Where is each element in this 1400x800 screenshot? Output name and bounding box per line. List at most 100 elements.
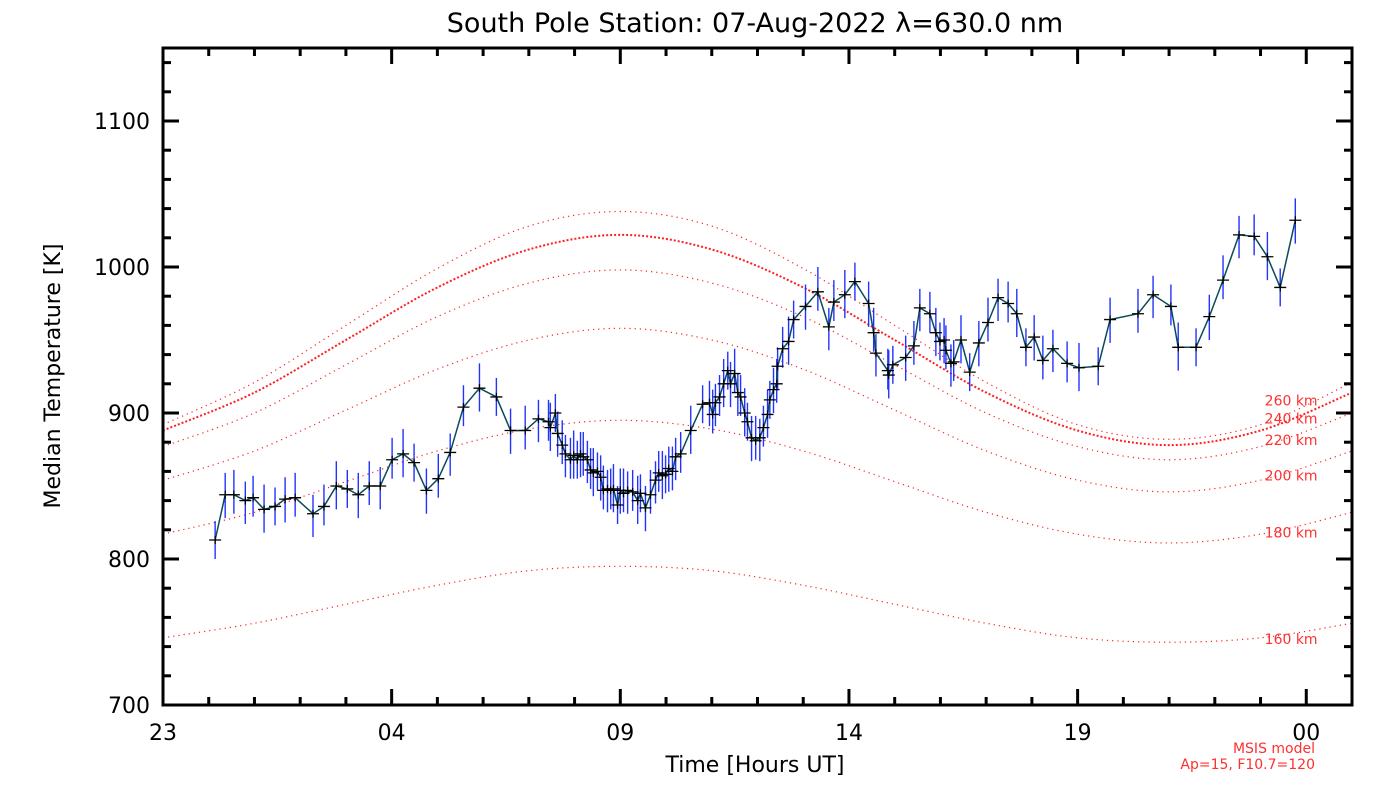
msis-curve-200-km (162, 327, 1353, 493)
data-point (713, 392, 726, 401)
data-point (767, 385, 780, 394)
data-point (955, 336, 968, 344)
data-point (649, 476, 662, 485)
data-point (1019, 343, 1032, 352)
data-point (734, 392, 747, 401)
data-point (239, 496, 252, 505)
data-point (757, 423, 770, 432)
data-point (397, 449, 410, 458)
altitude-label: 220 km (1265, 433, 1318, 449)
data-point (289, 493, 302, 502)
msis-curve-240-km (162, 233, 1353, 447)
data-point (626, 487, 639, 496)
data-point (504, 426, 517, 435)
data-point (1046, 344, 1059, 353)
data-point (939, 346, 952, 355)
altitude-label: 160 km (1265, 632, 1318, 648)
data-point (386, 455, 399, 464)
data-point (1002, 299, 1015, 308)
y-tick-label: 800 (108, 548, 150, 573)
data-point (420, 486, 433, 495)
msis-parameters-note: Ap=15, F10.7=120 (1180, 757, 1315, 773)
data-point (944, 359, 957, 368)
x-tick-label: 23 (149, 721, 177, 746)
data-point (567, 451, 580, 460)
data-point (731, 388, 744, 397)
data-point (1131, 309, 1144, 318)
data-point (209, 536, 222, 545)
data-point (490, 392, 503, 401)
data-point (1172, 343, 1185, 352)
data-point (1164, 302, 1177, 311)
data-point (374, 482, 387, 490)
y-tick-label: 1000 (94, 256, 150, 281)
x-tick-label: 00 (1292, 721, 1320, 746)
data-point (542, 417, 555, 426)
data-point (247, 493, 260, 502)
data-point (634, 489, 647, 498)
data-point (656, 471, 669, 480)
data-point (923, 309, 936, 318)
data-point (1233, 230, 1246, 239)
data-point (1104, 315, 1117, 324)
data-point (1010, 309, 1023, 318)
data-point (269, 502, 282, 511)
data-point (763, 395, 776, 404)
data-point (881, 366, 894, 375)
data-point (444, 448, 457, 457)
data-point (770, 379, 783, 388)
data-point (741, 417, 754, 426)
x-tick-label: 14 (835, 721, 863, 746)
data-point (899, 353, 912, 362)
data-point (644, 490, 657, 499)
data-point (771, 362, 784, 371)
msis-model-note: MSIS model (1233, 741, 1315, 757)
data-point (1274, 283, 1287, 292)
data-point (1261, 252, 1274, 261)
data-point (947, 357, 960, 366)
data-point (869, 349, 882, 358)
data-point (227, 490, 240, 499)
data-point (838, 290, 851, 299)
y-axis-label: Median Temperature [K] (41, 244, 66, 509)
y-tick-label: 900 (108, 402, 150, 427)
data-point (639, 503, 652, 512)
x-tick-label: 09 (606, 721, 634, 746)
data-point (1072, 363, 1085, 372)
data-point (992, 293, 1005, 302)
data-point (761, 410, 774, 419)
data-point (532, 414, 545, 423)
data-point (258, 505, 271, 514)
data-point (848, 277, 861, 286)
data-point (1092, 362, 1105, 371)
data-point (408, 458, 421, 467)
data-point (1190, 343, 1203, 352)
data-point (556, 441, 569, 450)
data-point (1248, 232, 1261, 241)
data-point (549, 409, 562, 417)
data-point (862, 299, 875, 308)
data-point (1147, 290, 1160, 299)
data-point (753, 433, 766, 442)
data-point (594, 473, 607, 482)
data-point (432, 474, 445, 483)
data-point (279, 495, 292, 504)
data-point (317, 502, 330, 511)
data-point (827, 298, 840, 307)
data-point (787, 315, 800, 324)
data-point (1028, 333, 1041, 342)
data-point (544, 423, 557, 432)
data-point (907, 341, 920, 350)
data-point (591, 467, 604, 476)
chart-title: South Pole Station: 07-Aug-2022 λ=630.0 … (447, 8, 1063, 39)
data-point (822, 322, 835, 331)
x-tick-label: 04 (378, 721, 406, 746)
data-point (867, 328, 880, 337)
data-point (913, 303, 926, 312)
data-point (776, 344, 789, 353)
data-point (519, 426, 532, 435)
y-tick-label: 1100 (94, 110, 150, 135)
data-point (709, 398, 722, 407)
temperature-series (209, 198, 1302, 559)
data-point (363, 482, 376, 490)
